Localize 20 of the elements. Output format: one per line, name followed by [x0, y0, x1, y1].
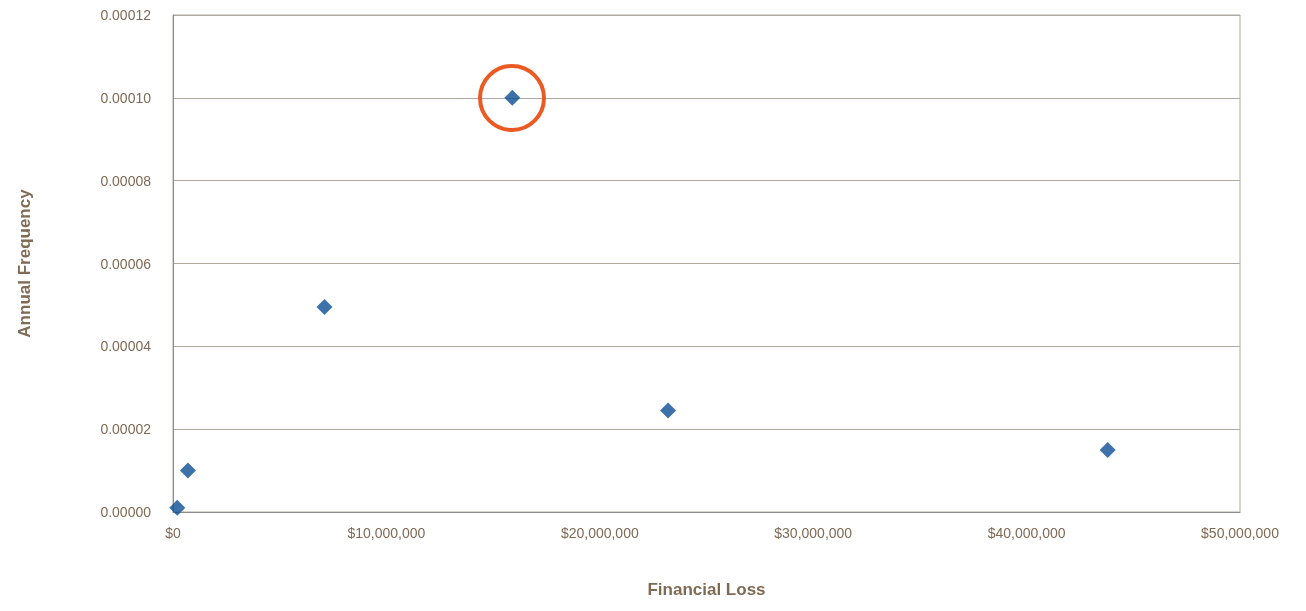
x-tick-label: $30,000,000 [774, 525, 853, 541]
point [169, 499, 186, 516]
y-tick-label: 0.00000 [100, 504, 152, 520]
point [179, 462, 196, 479]
y-tick-label: 0.00012 [100, 7, 152, 23]
y-axis-title: Annual Frequency [15, 188, 34, 338]
y-tick-label: 0.00002 [100, 421, 152, 438]
y-tick-label: 0.00006 [100, 255, 152, 272]
point [660, 402, 677, 419]
x-tick-label: $10,000,000 [347, 525, 426, 541]
x-tick-label: $40,000,000 [987, 525, 1066, 541]
point [1099, 441, 1116, 458]
point [316, 298, 333, 315]
y-tick-label: 0.00008 [100, 172, 152, 189]
x-tick-label: $50,000,000 [1201, 525, 1280, 541]
y-tick-label: 0.00004 [100, 338, 152, 355]
x-tick-label: $20,000,000 [560, 525, 639, 541]
x-tick-label: $0 [165, 525, 181, 541]
y-tick-label: 0.00010 [100, 89, 152, 106]
x-axis-title: Financial Loss [647, 580, 766, 599]
